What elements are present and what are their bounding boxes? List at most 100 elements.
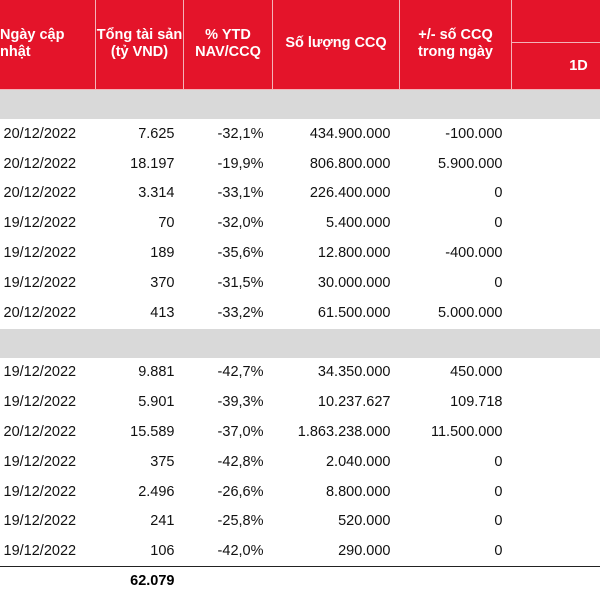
cell-units-change: 0 (494, 483, 503, 500)
cell-date: 20/12/2022 (3, 155, 77, 172)
cell-ytd-nav: -33,2% (217, 304, 264, 321)
cell-perf-1d: 0,0 (512, 268, 600, 298)
total-perf-1d: 447,8 (511, 566, 600, 596)
section-band (0, 327, 600, 358)
cell-ytd-nav: -32,1% (217, 125, 264, 142)
cell-date: 20/12/2022 (3, 125, 77, 142)
cell-perf-1d: 133,0 (512, 149, 600, 179)
cell-date: 19/12/2022 (3, 513, 77, 530)
cell-units: 2.040.000 (325, 453, 391, 470)
cell-units-change: 0 (494, 215, 503, 232)
cell-aum: 375 (150, 453, 175, 470)
cell-units: 5.400.000 (325, 215, 391, 232)
cell-aum: 5.901 (138, 394, 175, 411)
cell-perf-1d: -1,7 (512, 119, 600, 149)
cell-aum: 7.625 (138, 125, 175, 142)
cell-units: 226.400.000 (309, 185, 391, 202)
cell-date: 19/12/2022 (3, 453, 77, 470)
cell-date: 19/12/2022 (3, 215, 77, 232)
cell-units: 434.900.000 (309, 125, 391, 142)
cell-units-change: 0 (494, 274, 503, 291)
cell-ytd-nav: -42,8% (217, 453, 264, 470)
cell-date: 19/12/2022 (3, 543, 77, 560)
cell-perf-1d: 0,0 (512, 179, 600, 209)
cell-ytd-nav: -37,0% (217, 424, 264, 441)
section-header-1 (0, 89, 600, 119)
header-units: Số lượng CCQ (272, 0, 400, 90)
cell-perf-1d: 0,0 (512, 536, 600, 566)
cell-units-change: 0 (494, 513, 503, 530)
table-row: 19/12/2022 70 -32,0% 5.400.000 0 0,0 (0, 208, 600, 238)
cell-aum: 3.314 (138, 185, 175, 202)
cell-units-change: 0 (494, 185, 503, 202)
cell-aum: 241 (150, 513, 175, 530)
table-row: 19/12/2022 9.881 -42,7% 34.350.000 450.000 12… (0, 358, 600, 388)
cell-units-change: 5.900.000 (437, 155, 503, 172)
cell-ytd-nav: -39,3% (217, 394, 264, 411)
cell-units-change: 0 (494, 453, 503, 470)
cell-units: 12.800.000 (317, 245, 391, 262)
cell-date: 20/12/2022 (3, 424, 77, 441)
cell-units: 806.800.000 (309, 155, 391, 172)
cell-perf-1d: 63,2 (512, 387, 600, 417)
cell-aum: 189 (150, 245, 175, 262)
total-blank (399, 566, 512, 596)
cell-aum: 413 (150, 304, 175, 321)
cell-perf-1d: 0,0 (512, 477, 600, 507)
cell-date: 19/12/2022 (3, 245, 77, 262)
cell-units-change: -100.000 (445, 125, 503, 142)
table-row: 19/12/2022 5.901 -39,3% 10.237.627 109.718 63… (0, 387, 600, 417)
total-label-cell (0, 566, 96, 596)
cell-perf-1d: 96,2 (512, 417, 600, 447)
total-blank (183, 566, 273, 596)
cell-ytd-nav: -19,9% (217, 155, 264, 172)
cell-aum: 15.589 (130, 424, 175, 441)
cell-units: 520.000 (338, 513, 391, 530)
cell-date: 20/12/2022 (3, 304, 77, 321)
table-row: 19/12/2022 189 -35,6% 12.800.000 -400.000 -5,… (0, 238, 600, 268)
cell-units-change: 0 (494, 543, 503, 560)
cell-aum: 18.197 (130, 155, 175, 172)
total-row: 62.079 447,8 (0, 566, 600, 596)
cell-aum: 70 (158, 215, 175, 232)
cell-perf-1d: 33,5 (512, 298, 600, 328)
total-blank (272, 566, 400, 596)
cell-perf-1d: -5,9 (512, 238, 600, 268)
header-ytd-nav: % YTD NAV/CCQ (183, 0, 273, 90)
cell-ytd-nav: -25,8% (217, 513, 264, 530)
table-header: Ngày cập nhật Tổng tài sản (tỷ VND) % YT… (0, 0, 600, 90)
cell-units: 10.237.627 (317, 394, 391, 411)
cell-units: 30.000.000 (317, 274, 391, 291)
table-row: 19/12/2022 106 -42,0% 290.000 0 0,0 (0, 536, 600, 566)
cell-perf-1d: 0,0 (512, 507, 600, 537)
cell-ytd-nav: -42,7% (217, 364, 264, 381)
cell-date: 19/12/2022 (3, 364, 77, 381)
section-header-2 (0, 327, 600, 358)
table-row: 20/12/2022 413 -33,2% 61.500.000 5.000.000 33… (0, 298, 600, 328)
cell-units: 34.350.000 (317, 364, 391, 381)
cell-perf-1d: 129,4 (512, 358, 600, 388)
cell-units: 61.500.000 (317, 304, 391, 321)
cell-perf-1d: 0,0 (512, 447, 600, 477)
cell-units-change: 109.718 (450, 394, 503, 411)
cell-ytd-nav: -42,0% (217, 543, 264, 560)
cell-date: 20/12/2022 (3, 185, 77, 202)
cell-units: 1.863.238.000 (297, 424, 391, 441)
cell-aum: 9.881 (138, 364, 175, 381)
table-row: 20/12/2022 7.625 -32,1% 434.900.000 -100.000… (0, 119, 600, 149)
header-aum: Tổng tài sản (tỷ VND) (95, 0, 184, 90)
cell-units-change: 11.500.000 (431, 424, 503, 441)
header-perf-1d: 1D (511, 42, 600, 90)
cell-units-change: 5.000.000 (437, 304, 503, 321)
cell-aum: 370 (150, 274, 175, 291)
table-row: 20/12/2022 15.589 -37,0% 1.863.238.000 11.50… (0, 417, 600, 447)
section-band (0, 89, 600, 119)
table-row: 19/12/2022 2.496 -26,6% 8.800.000 0 0,0 (0, 477, 600, 507)
cell-date: 19/12/2022 (3, 394, 77, 411)
table-row: 19/12/2022 241 -25,8% 520.000 0 0,0 (0, 507, 600, 537)
cell-ytd-nav: -26,6% (217, 483, 264, 500)
cell-ytd-nav: -31,5% (217, 274, 264, 291)
table-row: 19/12/2022 370 -31,5% 30.000.000 0 0,0 (0, 268, 600, 298)
